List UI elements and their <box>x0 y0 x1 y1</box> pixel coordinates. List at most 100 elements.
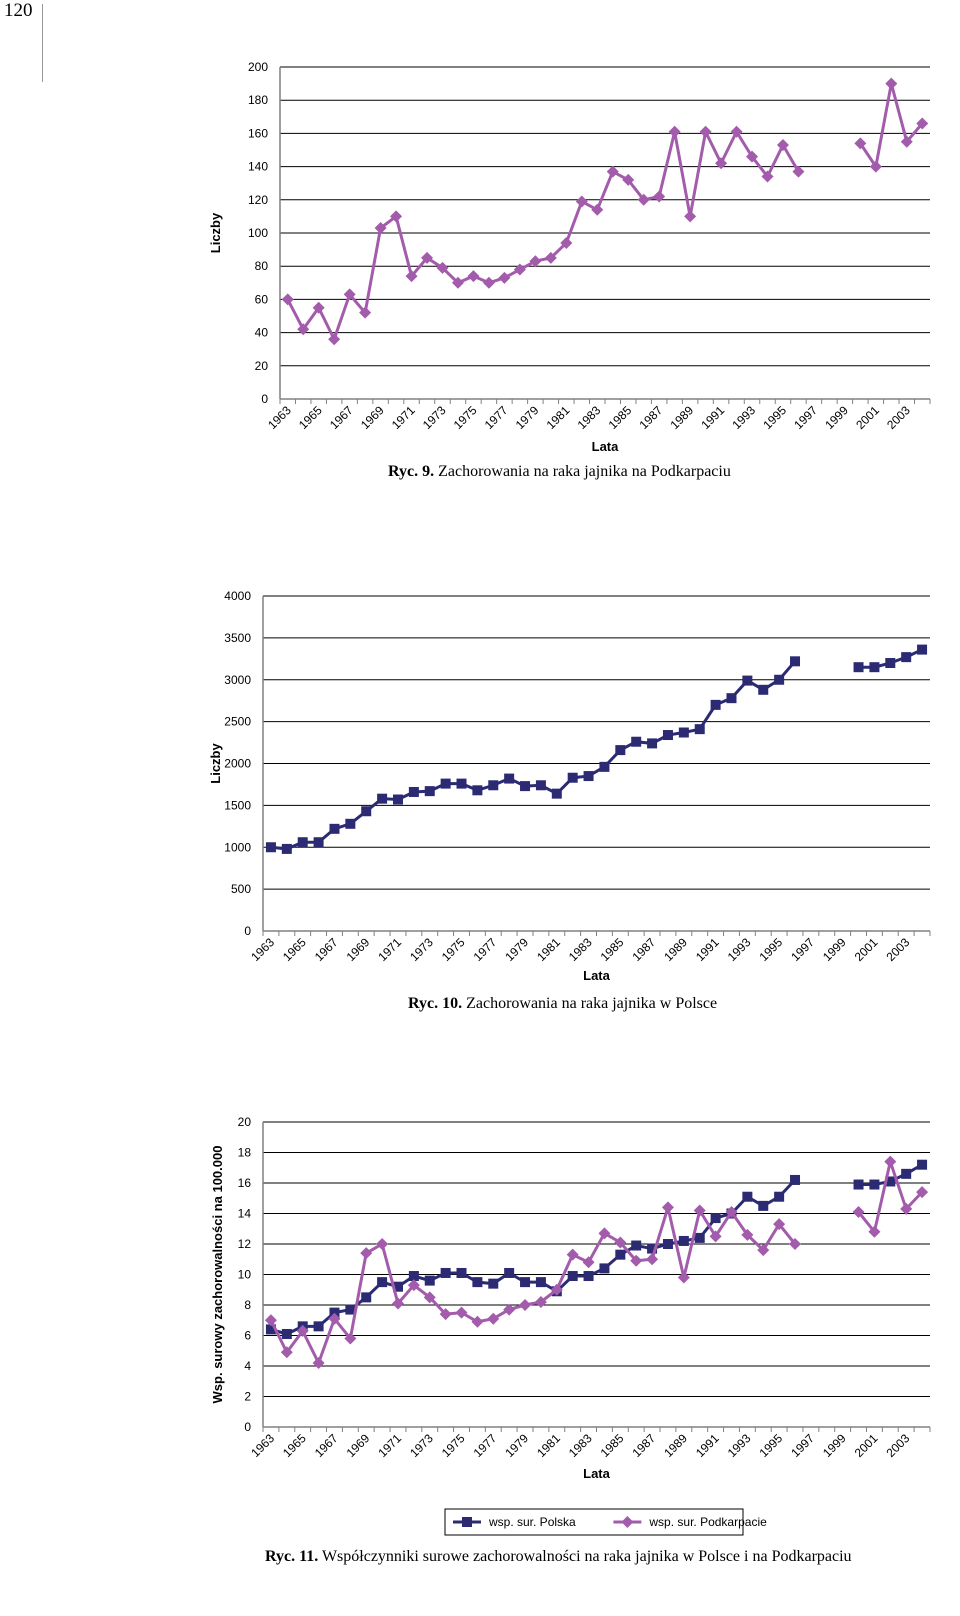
data-point <box>312 1356 325 1369</box>
x-tick-label: 1985 <box>598 935 627 964</box>
data-point <box>392 794 403 805</box>
data-point <box>792 165 805 178</box>
caption-ryc-9: Ryc. 9. Zachorowania na raka jajnika na … <box>388 463 731 481</box>
y-axis-title: Wsp. surowy zachorowalności na 100.000 <box>210 1146 225 1404</box>
data-point <box>344 1332 357 1345</box>
x-tick-label: 1991 <box>698 403 727 432</box>
data-point <box>614 1236 627 1249</box>
data-point <box>575 195 588 208</box>
caption-prefix: Ryc. 9. <box>388 463 435 480</box>
x-tick-label: 1989 <box>661 935 690 964</box>
data-point <box>456 1267 467 1278</box>
x-tick-label: 1975 <box>451 403 480 432</box>
caption-ryc-10: Ryc. 10. Zachorowania na raka jajnika w … <box>408 995 717 1013</box>
data-point <box>329 1307 340 1318</box>
x-tick-label: 2003 <box>884 935 913 964</box>
data-point <box>361 806 372 817</box>
data-point <box>329 823 340 834</box>
data-point <box>869 1179 880 1190</box>
y-tick-label: 18 <box>238 1146 252 1160</box>
data-point <box>503 1303 516 1316</box>
x-tick-label: 1965 <box>280 935 309 964</box>
x-tick-label: 2001 <box>852 1431 881 1460</box>
series-line <box>859 83 924 171</box>
data-point <box>359 306 372 319</box>
data-point <box>774 1191 785 1202</box>
x-tick-label: 1977 <box>471 935 500 964</box>
x-tick-label: 1999 <box>820 1431 849 1460</box>
data-point <box>773 1218 786 1231</box>
data-point <box>661 1201 674 1214</box>
data-point <box>631 736 642 747</box>
x-tick-label: 1987 <box>637 403 666 432</box>
legend-label: wsp. sur. Polska <box>488 1515 576 1529</box>
data-point <box>583 771 594 782</box>
data-point <box>374 222 387 235</box>
y-tick-label: 4000 <box>224 589 251 603</box>
x-tick-label: 1975 <box>439 1431 468 1460</box>
data-point <box>534 1295 547 1308</box>
x-tick-label: 1969 <box>358 403 387 432</box>
x-tick-label: 1963 <box>248 935 277 964</box>
y-axis-title: Liczby <box>208 212 223 253</box>
data-point <box>391 1297 404 1310</box>
legend-frame <box>444 1508 744 1536</box>
data-point <box>591 203 604 216</box>
data-point <box>630 1254 643 1267</box>
data-point <box>598 1227 611 1240</box>
series-line <box>270 660 797 851</box>
y-tick-label: 160 <box>248 126 268 140</box>
data-point <box>361 1292 372 1303</box>
x-tick-label: 1971 <box>375 1431 404 1460</box>
x-tick-label: 2001 <box>853 403 882 432</box>
x-tick-label: 1997 <box>791 403 820 432</box>
data-point <box>281 843 292 854</box>
data-point <box>853 662 864 673</box>
data-point <box>360 1247 373 1260</box>
x-tick-label: 1977 <box>482 403 511 432</box>
x-tick-label: 1999 <box>820 935 849 964</box>
data-point <box>408 786 419 797</box>
data-point <box>916 1186 929 1199</box>
series-line <box>269 1201 797 1367</box>
data-point <box>758 684 769 695</box>
y-tick-label: 14 <box>238 1207 252 1221</box>
data-point <box>390 210 403 223</box>
y-tick-label: 180 <box>248 93 268 107</box>
y-tick-label: 20 <box>255 359 269 373</box>
caption-ryc-11: Ryc. 11. Współczynniki surowe zachorowal… <box>265 1548 852 1566</box>
data-point <box>456 778 467 789</box>
data-point <box>392 1281 403 1292</box>
series-line <box>857 1156 924 1236</box>
y-tick-label: 2500 <box>224 715 251 729</box>
data-point <box>424 786 435 797</box>
data-point <box>535 780 546 791</box>
data-point <box>376 1238 389 1250</box>
x-tick-label: 1983 <box>566 1431 595 1460</box>
data-point <box>917 1159 928 1170</box>
data-point <box>472 1277 483 1288</box>
caption-text: Współczynniki surowe zachorowalności na … <box>321 1548 852 1565</box>
data-point <box>560 236 573 249</box>
legend-label: wsp. sur. Podkarpacie <box>648 1515 767 1529</box>
data-point <box>405 270 418 283</box>
x-tick-label: 1973 <box>420 403 449 432</box>
caption-text: Zachorowania na raka jajnika w Polsce <box>466 995 718 1012</box>
x-tick-label: 1979 <box>513 403 542 432</box>
data-point <box>488 780 499 791</box>
x-tick-label: 1977 <box>471 1431 500 1460</box>
y-tick-label: 3000 <box>224 673 251 687</box>
x-tick-label: 1993 <box>729 403 758 432</box>
x-tick-label: 1993 <box>725 1431 754 1460</box>
x-tick-label: 1999 <box>822 403 851 432</box>
data-point <box>790 1174 801 1185</box>
data-point <box>345 1304 356 1315</box>
y-tick-label: 40 <box>255 326 269 340</box>
caption-prefix: Ryc. 11. <box>265 1548 319 1565</box>
data-point <box>529 255 542 268</box>
data-point <box>280 1346 293 1359</box>
x-tick-label: 1985 <box>606 403 635 432</box>
data-point <box>699 125 712 138</box>
data-point <box>742 1191 753 1202</box>
data-point <box>455 1306 468 1319</box>
